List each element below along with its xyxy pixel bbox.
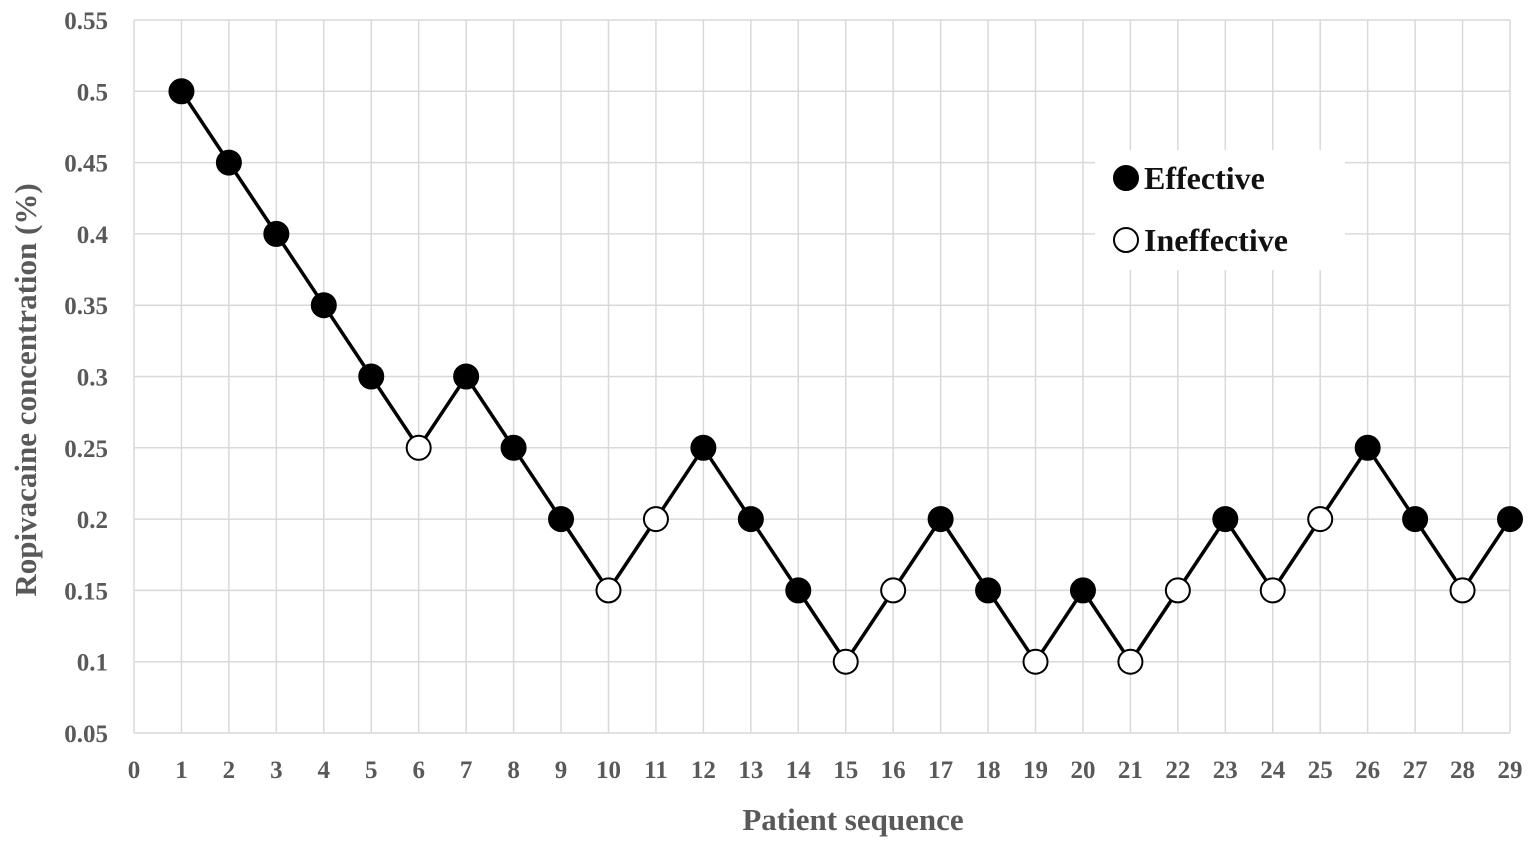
legend-marker-effective-icon bbox=[1113, 165, 1139, 191]
y-axis-title: Ropivacaine concentration (%) bbox=[8, 183, 43, 596]
x-tick-label: 23 bbox=[1213, 757, 1238, 784]
x-tick-label: 22 bbox=[1165, 757, 1190, 784]
data-point-effective bbox=[548, 506, 575, 533]
x-tick-label: 21 bbox=[1118, 757, 1143, 784]
x-tick-label: 13 bbox=[738, 757, 763, 784]
x-tick-label: 6 bbox=[412, 757, 425, 784]
data-point-ineffective bbox=[405, 434, 432, 461]
x-tick-label: 10 bbox=[596, 757, 621, 784]
y-tick-label: 0.35 bbox=[64, 293, 108, 320]
data-point-effective bbox=[927, 506, 954, 533]
x-tick-label: 19 bbox=[1023, 757, 1048, 784]
data-point-ineffective bbox=[595, 577, 622, 604]
series-effective-ineffective bbox=[168, 78, 1523, 675]
data-point-ineffective bbox=[642, 506, 669, 533]
data-point-ineffective bbox=[1259, 577, 1286, 604]
data-point-effective bbox=[1069, 577, 1096, 604]
x-tick-label: 17 bbox=[928, 757, 953, 784]
data-point-effective bbox=[1497, 506, 1523, 533]
data-point-effective bbox=[215, 149, 242, 176]
legend-label-ineffective: Ineffective bbox=[1144, 222, 1288, 258]
x-tick-label: 0 bbox=[128, 757, 141, 784]
data-point-effective bbox=[975, 577, 1002, 604]
x-tick-label: 3 bbox=[270, 757, 283, 784]
data-point-effective bbox=[310, 292, 337, 319]
y-tick-label: 0.1 bbox=[77, 650, 108, 677]
data-point-ineffective bbox=[1449, 577, 1476, 604]
x-tick-label: 5 bbox=[365, 757, 378, 784]
x-tick-label: 2 bbox=[223, 757, 236, 784]
x-tick-label: 4 bbox=[318, 757, 331, 784]
data-point-effective bbox=[500, 434, 527, 461]
data-point-effective bbox=[737, 506, 764, 533]
data-point-ineffective bbox=[880, 577, 907, 604]
data-point-ineffective bbox=[1022, 648, 1049, 675]
x-tick-label: 25 bbox=[1308, 757, 1333, 784]
legend: Effective Ineffective bbox=[1095, 150, 1345, 270]
data-point-effective bbox=[690, 434, 717, 461]
data-point-ineffective bbox=[1164, 577, 1191, 604]
y-tick-label: 0.15 bbox=[64, 578, 108, 605]
x-tick-label: 29 bbox=[1498, 757, 1523, 784]
x-axis-title: Patient sequence bbox=[742, 802, 963, 837]
x-tick-label: 18 bbox=[976, 757, 1001, 784]
y-tick-label: 0.4 bbox=[77, 222, 109, 249]
legend-label-effective: Effective bbox=[1144, 160, 1265, 196]
x-tick-label: 14 bbox=[786, 757, 812, 784]
data-point-effective bbox=[168, 78, 195, 105]
x-tick-label: 12 bbox=[691, 757, 716, 784]
x-tick-label: 16 bbox=[881, 757, 906, 784]
x-tick-label: 26 bbox=[1355, 757, 1380, 784]
data-point-effective bbox=[785, 577, 812, 604]
x-tick-label: 11 bbox=[644, 757, 668, 784]
legend-marker-ineffective-icon bbox=[1113, 227, 1139, 253]
x-tick-label: 27 bbox=[1403, 757, 1428, 784]
x-tick-label: 28 bbox=[1450, 757, 1475, 784]
y-tick-label: 0.45 bbox=[64, 151, 108, 178]
data-point-effective bbox=[358, 363, 385, 390]
y-tick-label: 0.25 bbox=[64, 436, 108, 463]
x-tick-label: 7 bbox=[460, 757, 473, 784]
y-tick-label: 0.55 bbox=[64, 8, 108, 35]
data-point-ineffective bbox=[832, 648, 859, 675]
x-tick-label: 9 bbox=[555, 757, 568, 784]
x-tick-label: 1 bbox=[175, 757, 188, 784]
data-point-ineffective bbox=[1117, 648, 1144, 675]
data-point-effective bbox=[263, 220, 290, 247]
data-point-effective bbox=[1402, 506, 1429, 533]
y-tick-label: 0.3 bbox=[77, 365, 108, 392]
x-tick-label: 20 bbox=[1070, 757, 1095, 784]
data-point-ineffective bbox=[1307, 506, 1334, 533]
x-tick-label: 24 bbox=[1260, 757, 1286, 784]
legend-background bbox=[1095, 150, 1345, 270]
data-point-effective bbox=[1212, 506, 1239, 533]
y-axis-ticks: 0.55 0.5 0.45 0.4 0.35 0.3 0.25 0.2 0.15 0.1 0.05 bbox=[64, 8, 108, 748]
x-tick-label: 15 bbox=[833, 757, 858, 784]
x-axis-ticks: 0 1 2 3 4 5 6 7 8 9 10 11 12 13 14 15 16 17 18 19 20 21 22 23 24… bbox=[128, 757, 1523, 784]
data-point-effective bbox=[453, 363, 480, 390]
x-tick-label: 8 bbox=[507, 757, 520, 784]
y-tick-label: 0.5 bbox=[77, 79, 108, 106]
y-tick-label: 0.05 bbox=[64, 721, 108, 748]
data-point-effective bbox=[1354, 434, 1381, 461]
y-tick-label: 0.2 bbox=[77, 507, 108, 534]
